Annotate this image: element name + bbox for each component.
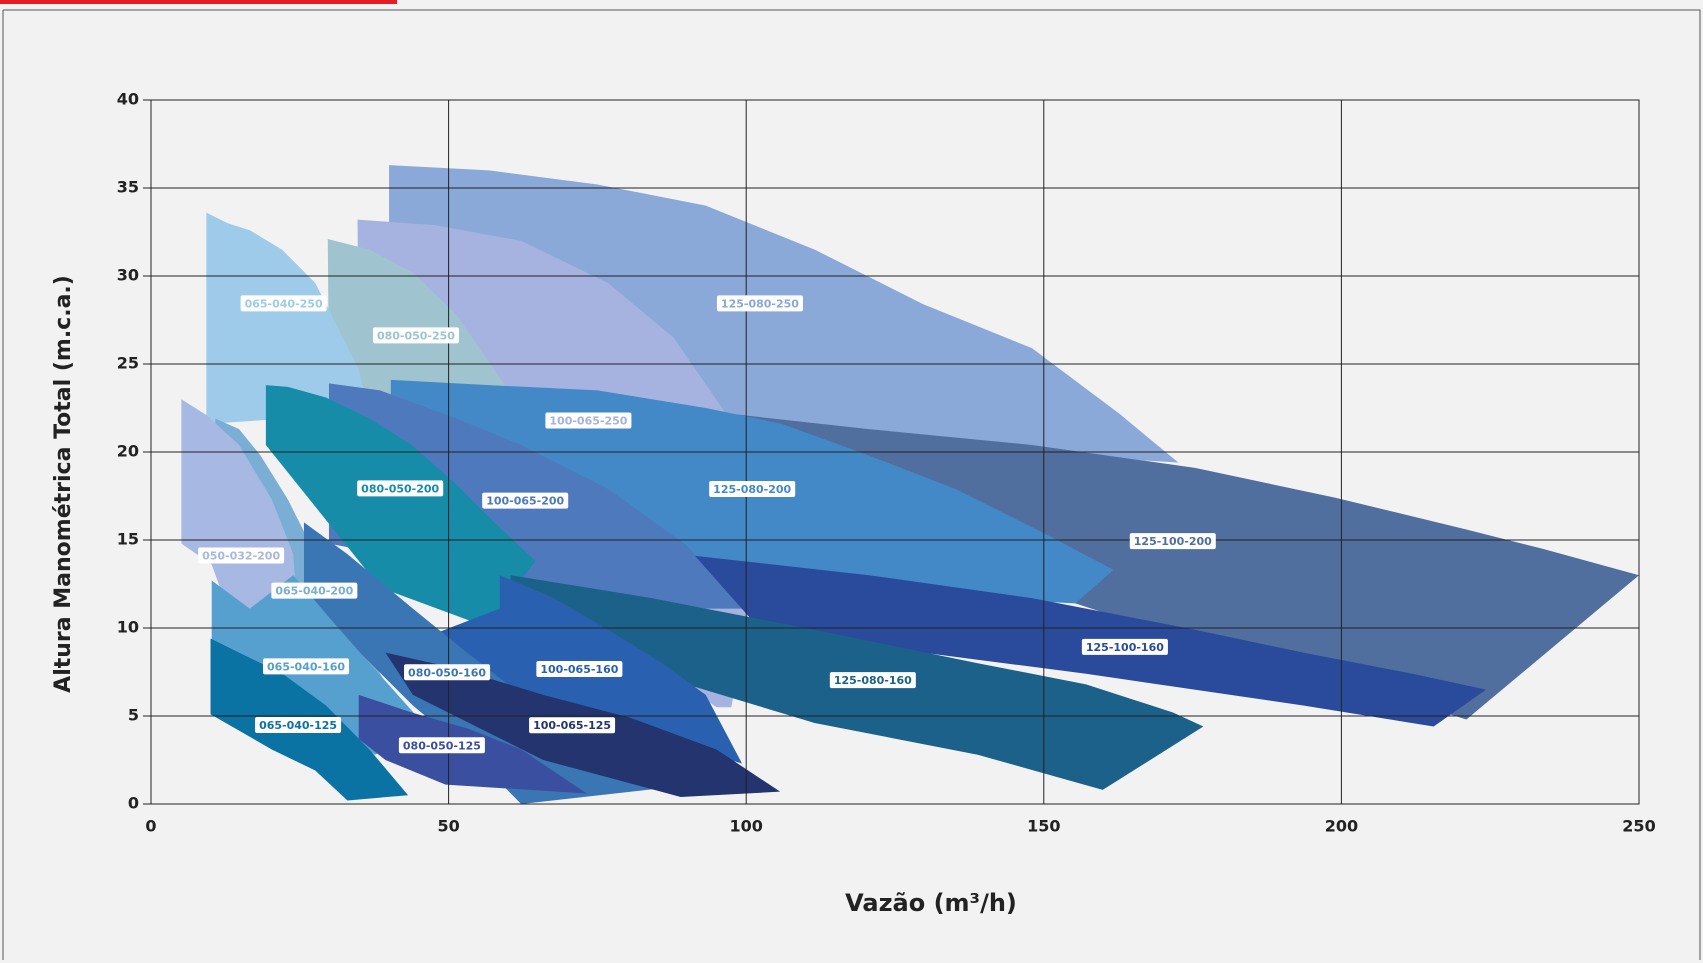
region-label: 125-100-200: [1134, 535, 1212, 548]
region-label-box: [829, 672, 916, 689]
labels: 125-080-250 100-065-250 080-050-250 065-040…: [198, 295, 1216, 754]
region-label: 065-040-250: [245, 297, 323, 310]
region-label: 065-040-160: [267, 660, 345, 673]
y-tick-label: 5: [128, 706, 139, 725]
region-label: 065-040-200: [275, 585, 353, 598]
pump-region: [206, 212, 370, 424]
plot-border: [150, 99, 1640, 805]
region-label: 125-100-160: [1086, 641, 1164, 654]
y-axis-label: Altura Manométrica Total (m.c.a.): [51, 275, 76, 693]
y-tick-label: 40: [117, 90, 139, 109]
region-label-box: [404, 664, 491, 681]
region-label: 100-065-125: [533, 719, 611, 732]
region-label-box: [271, 582, 358, 599]
region-label: 125-080-200: [713, 483, 791, 496]
region-label: 100-065-250: [549, 414, 627, 427]
y-tick-label: 25: [117, 354, 139, 373]
region-label: 125-080-160: [834, 674, 912, 687]
y-tick-label: 0: [128, 794, 139, 813]
region-label: 125-080-250: [721, 297, 799, 310]
x-tick-label: 200: [1325, 817, 1358, 836]
region-label-box: [357, 480, 444, 497]
region-label: 100-065-160: [540, 663, 618, 676]
region-label: 080-050-250: [377, 329, 455, 342]
region-label-box: [709, 480, 796, 497]
region-label: 080-050-160: [408, 666, 486, 679]
region-label: 080-050-200: [361, 482, 439, 495]
region-label-box: [1129, 533, 1216, 550]
region-label-box: [240, 295, 327, 312]
region-label-box: [529, 717, 616, 734]
region-label: 050-032-200: [202, 550, 280, 563]
region-label-box: [1081, 638, 1168, 655]
region-label-box: [372, 327, 459, 344]
y-tick-label: 10: [117, 618, 139, 637]
y-tick-label: 30: [117, 266, 139, 285]
y-tick-label: 20: [117, 442, 139, 461]
accent-bar: [0, 0, 397, 4]
pump-region: [265, 385, 536, 630]
region-label: 100-065-200: [486, 495, 564, 508]
x-tick-label: 0: [145, 817, 156, 836]
region-label-box: [536, 660, 623, 677]
pump-region: [303, 522, 663, 804]
frame: [3, 9, 1701, 960]
y-tick-label: 15: [117, 530, 139, 549]
region-label-box: [545, 412, 632, 429]
x-tick-label: 150: [1027, 817, 1060, 836]
region-label-box: [263, 658, 350, 675]
region-label-box: [482, 492, 569, 509]
region-label: 065-040-125: [259, 719, 337, 732]
region-label-box: [198, 547, 285, 564]
x-axis-label: Vazão (m³/h): [845, 889, 1017, 917]
x-tick-label: 100: [729, 817, 762, 836]
x-tick-label: 250: [1622, 817, 1655, 836]
region-label-box: [255, 716, 342, 733]
region-label-box: [716, 295, 803, 312]
region-label-box: [398, 737, 485, 754]
region-label: 080-050-125: [403, 739, 481, 752]
axes: 0 50 100 150 200 250 0 5 10 15 20 25 30 35 40: [117, 90, 1656, 836]
y-tick-label: 35: [117, 178, 139, 197]
x-tick-label: 50: [437, 817, 459, 836]
